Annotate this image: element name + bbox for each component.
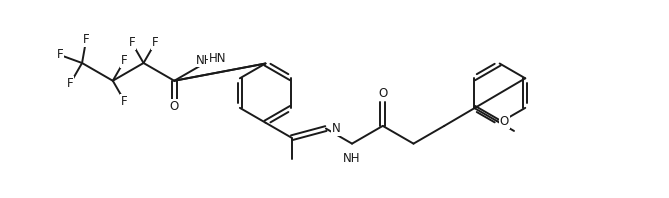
Text: NH: NH <box>343 151 361 165</box>
Text: F: F <box>128 36 135 49</box>
Text: O: O <box>500 115 509 128</box>
Text: F: F <box>152 36 159 49</box>
Text: N: N <box>332 122 341 135</box>
Text: O: O <box>170 100 179 113</box>
Text: F: F <box>56 49 63 61</box>
Text: F: F <box>67 77 74 90</box>
Text: F: F <box>83 33 90 46</box>
Text: F: F <box>121 54 128 67</box>
Text: F: F <box>121 95 128 108</box>
Text: HN: HN <box>209 52 226 65</box>
Text: NH: NH <box>196 53 214 67</box>
Text: O: O <box>378 87 387 100</box>
